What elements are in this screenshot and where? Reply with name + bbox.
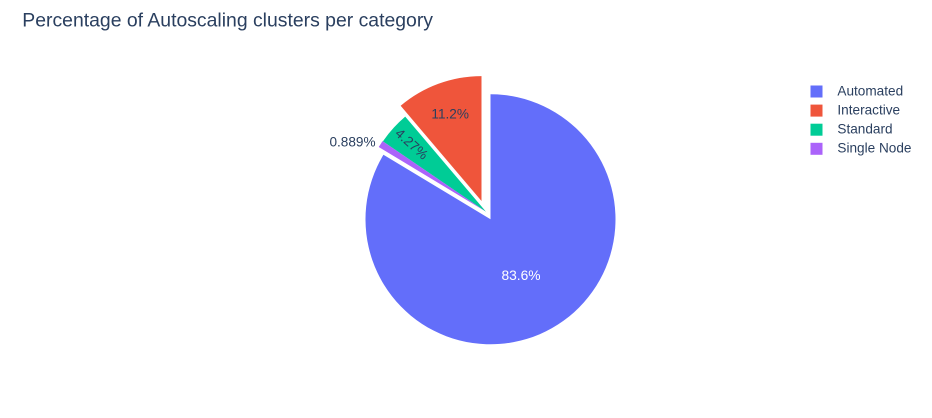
svg-text:Single Node: Single Node [837, 141, 911, 156]
svg-text:0.889%: 0.889% [329, 134, 375, 149]
svg-text:Interactive: Interactive [837, 102, 900, 117]
svg-text:11.2%: 11.2% [431, 107, 469, 122]
svg-text:Standard: Standard [837, 122, 892, 137]
svg-text:Automated: Automated [837, 83, 903, 98]
svg-text:83.6%: 83.6% [501, 268, 540, 283]
svg-text:Percentage of Autoscaling clus: Percentage of Autoscaling clusters per c… [22, 9, 433, 31]
